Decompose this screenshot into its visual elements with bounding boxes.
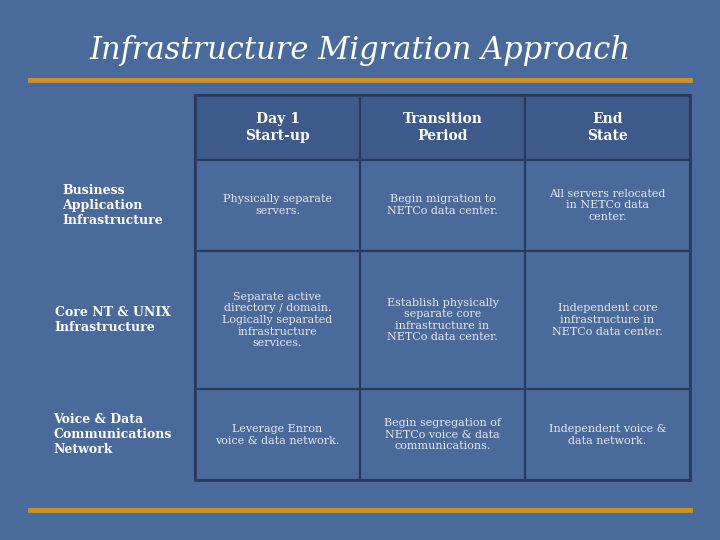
Bar (525, 160, 690, 251)
Bar (195, 251, 360, 389)
Text: Leverage Enron
voice & data network.: Leverage Enron voice & data network. (215, 424, 340, 446)
Bar (195, 95, 360, 160)
Bar (360, 95, 525, 160)
Text: Establish physically
separate core
infrastructure in
NETCo data center.: Establish physically separate core infra… (387, 298, 498, 342)
Text: Begin migration to
NETCo data center.: Begin migration to NETCo data center. (387, 194, 498, 216)
Bar (360, 389, 525, 480)
Bar (360, 160, 525, 251)
Text: Voice & Data
Communications
Network: Voice & Data Communications Network (53, 413, 171, 456)
Bar (360, 251, 525, 389)
Text: End
State: End State (587, 112, 628, 143)
Text: Separate active
directory / domain.
Logically separated
infrastructure
services.: Separate active directory / domain. Logi… (222, 292, 333, 348)
Bar (525, 251, 690, 389)
Text: Infrastructure Migration Approach: Infrastructure Migration Approach (89, 35, 631, 65)
Bar (525, 95, 690, 160)
Text: Day 1
Start-up: Day 1 Start-up (245, 112, 310, 143)
Text: All servers relocated
in NETCo data
center.: All servers relocated in NETCo data cent… (549, 188, 666, 222)
Text: Business
Application
Infrastructure: Business Application Infrastructure (62, 184, 163, 227)
Bar (195, 95, 690, 480)
Text: Independent voice &
data network.: Independent voice & data network. (549, 424, 666, 446)
Text: Core NT & UNIX
Infrastructure: Core NT & UNIX Infrastructure (55, 306, 171, 334)
Text: Begin segregation of
NETCo voice & data
communications.: Begin segregation of NETCo voice & data … (384, 418, 501, 451)
Bar (195, 389, 360, 480)
Text: Independent core
infrastructure in
NETCo data center.: Independent core infrastructure in NETCo… (552, 303, 663, 336)
Text: Physically separate
servers.: Physically separate servers. (223, 194, 332, 216)
Bar (195, 160, 360, 251)
Text: Transition
Period: Transition Period (402, 112, 482, 143)
Bar (525, 389, 690, 480)
